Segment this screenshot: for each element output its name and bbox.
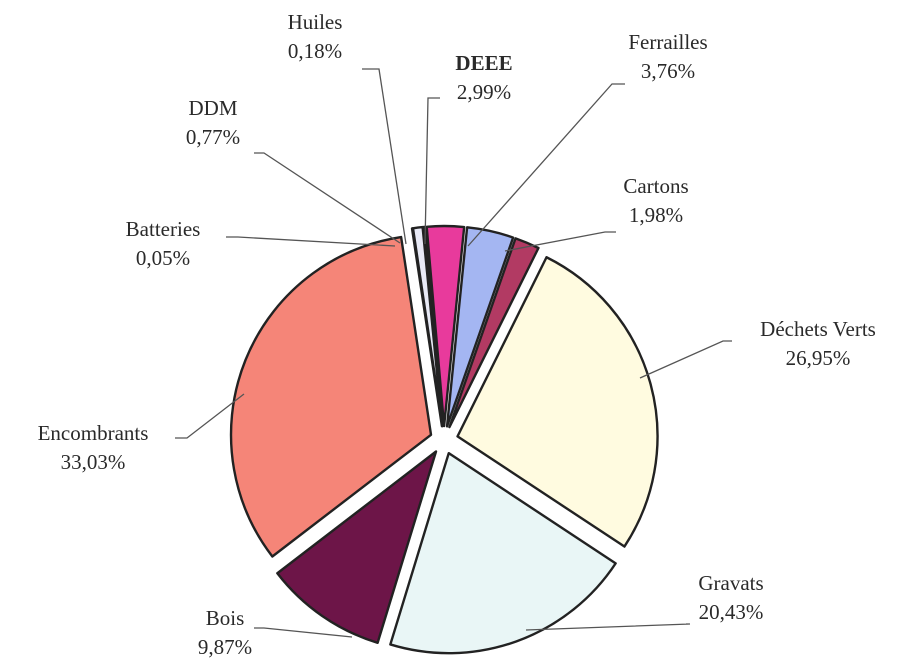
slice-label: Ferrailles [628, 30, 707, 54]
pie-slice-d-chets-verts [456, 256, 659, 548]
slice-label: Encombrants [38, 421, 149, 445]
slice-value-label: 20,43% [699, 600, 764, 624]
leader-line [467, 83, 625, 247]
slice-label: Déchets Verts [760, 317, 876, 341]
leader-line [175, 393, 245, 439]
slice-value-label: 33,03% [61, 450, 126, 474]
leader-line [226, 236, 396, 247]
leader-lines [175, 68, 732, 638]
slice-label: Cartons [623, 174, 688, 198]
leader-line [254, 152, 401, 244]
slice-value-label: 1,98% [629, 203, 683, 227]
slice-value-label: 3,76% [641, 59, 695, 83]
pie-slice-bois [276, 450, 438, 644]
slice-value-label: 0,18% [288, 39, 342, 63]
leader-line [504, 231, 616, 252]
leader-line [639, 340, 732, 379]
slice-label: Batteries [126, 217, 201, 241]
data-labels: DEEE 2,99% Ferrailles 3,76% Cartons 1,98% Déch… [38, 10, 876, 659]
slice-value-label: 0,77% [186, 125, 240, 149]
slice-value-label: 2,99% [457, 80, 511, 104]
pie-slice-encombrants [229, 235, 433, 558]
pie-slice-cartons [448, 237, 540, 429]
pie-slices [229, 224, 659, 655]
slice-value-label: 0,05% [136, 246, 190, 270]
pie-slice-ferrailles [445, 226, 515, 428]
slice-label: Gravats [698, 571, 763, 595]
leader-line [525, 623, 691, 631]
pie-slice-deee [425, 224, 466, 428]
leader-line [254, 627, 353, 638]
leader-line [362, 68, 407, 245]
slice-label: Bois [206, 606, 245, 630]
pie-slice-gravats [389, 451, 617, 655]
slice-label: DEEE [455, 51, 512, 75]
slice-label: Huiles [288, 10, 343, 34]
leader-line [424, 97, 440, 245]
slice-value-label: 26,95% [786, 346, 851, 370]
slice-value-label: 9,87% [198, 635, 252, 659]
slice-label: DDM [188, 96, 237, 120]
